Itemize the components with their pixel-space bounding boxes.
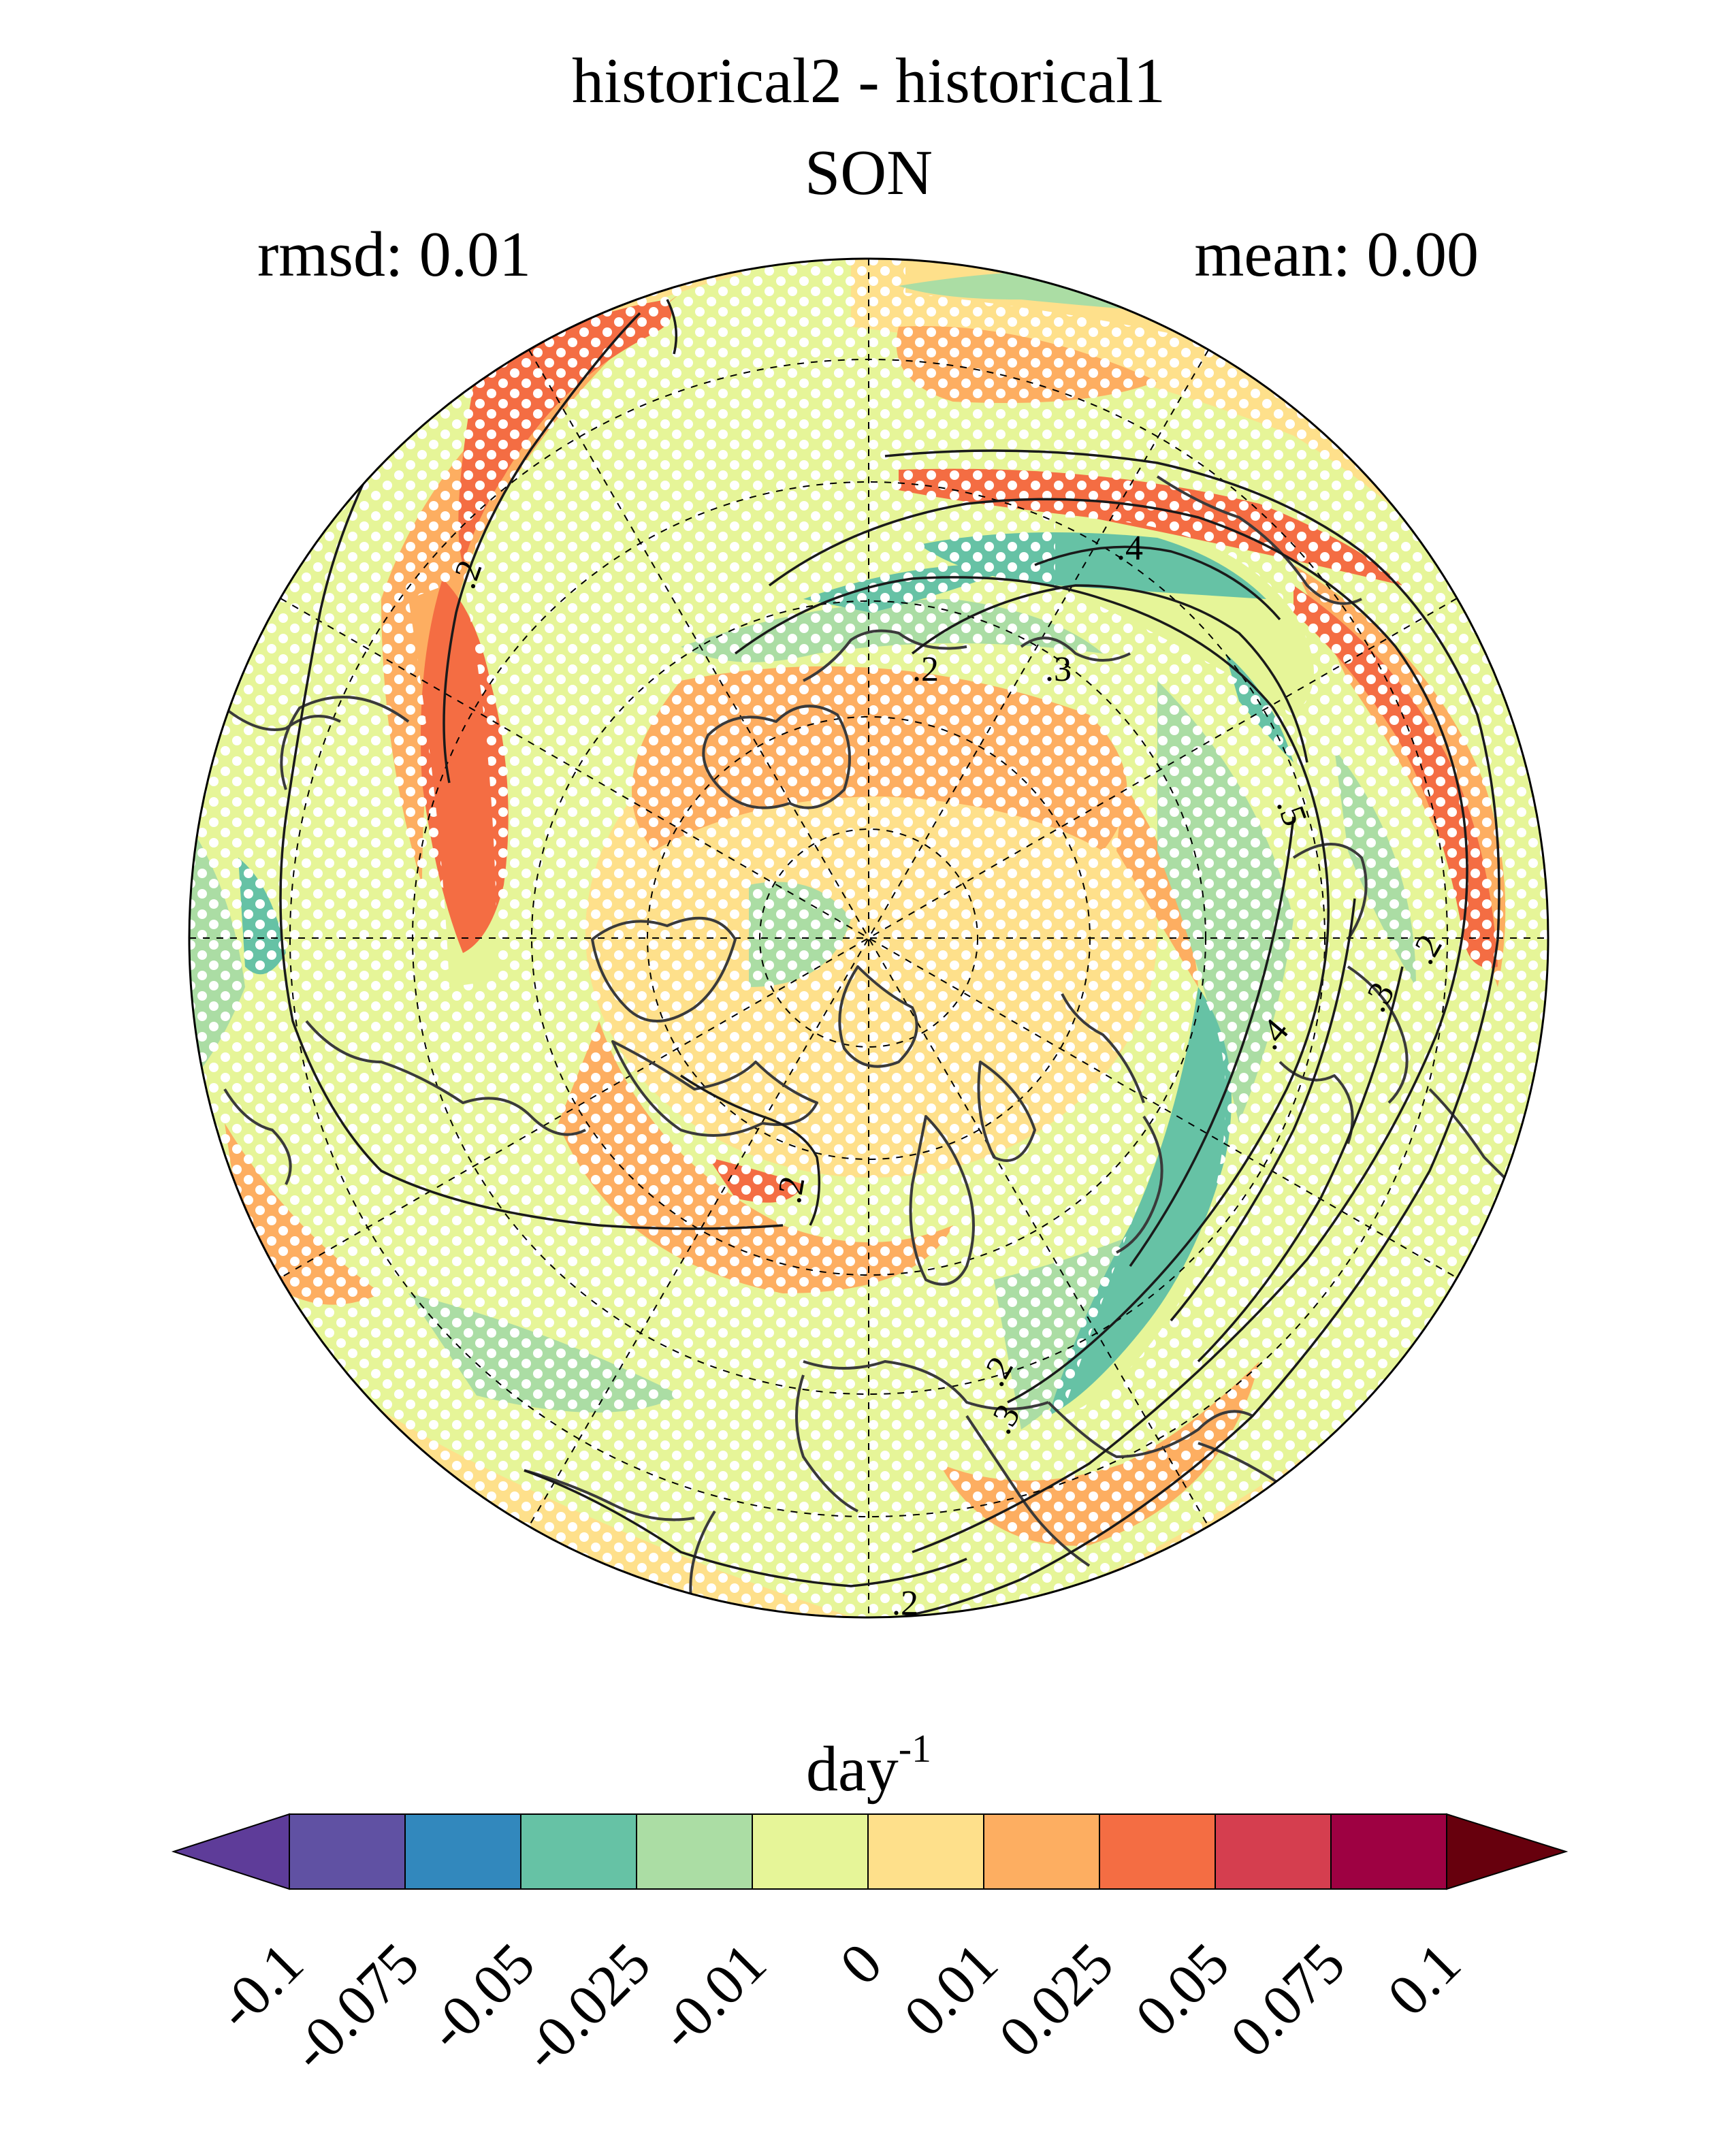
colorbar-unit-exponent: -1: [899, 1726, 931, 1771]
contour-line: [666, 299, 678, 355]
contour-line: [279, 421, 784, 1230]
colorbar-tick-label: 0.075: [1218, 1931, 1357, 2070]
contour-label: .3: [1045, 650, 1072, 689]
contour-line: [443, 312, 641, 784]
colorbar-tick-label: 0.05: [1123, 1931, 1241, 2049]
map-boundary: [188, 257, 1549, 1619]
contour-line: [768, 498, 1468, 1553]
colorbar-tick-label: 0.01: [891, 1931, 1010, 2049]
colorbar-tick-label: 0.1: [1375, 1931, 1473, 2029]
colorbar-tick-label: -0.01: [646, 1931, 779, 2063]
map-title: historical2 - historical1: [572, 46, 1166, 116]
anomaly-field: .2 .2 .2 .2 .3 .4 .5 .4 .3 .2 .2 .3: [189, 259, 1548, 1623]
colorbar-box: [752, 1813, 869, 1890]
colorbar-extend-low: [171, 1813, 290, 1890]
colorbar-box: [983, 1813, 1100, 1890]
map-subtitle: SON: [805, 138, 933, 208]
contour-label: .2: [892, 1584, 918, 1623]
colorbar-box: [636, 1813, 753, 1890]
contour-line: [524, 1469, 967, 1587]
climatology-contours: [279, 299, 1500, 1617]
contour-line: [878, 449, 1500, 1617]
rmsd-label: rmsd: 0.01: [257, 219, 531, 290]
colorbar-tick-labels: -0.1-0.075-0.05-0.025-0.01 00.010.0250.05…: [204, 1931, 1473, 2084]
graticule: [189, 259, 1548, 1617]
contour-label: .2: [912, 650, 939, 689]
contour-line: [911, 584, 1308, 763]
colorbar-box: [289, 1813, 406, 1890]
colorbar: day-1 -0.1-0.075-0.05-0.025-0.01 00.010.0…: [171, 1726, 1569, 2084]
colorbar-box: [520, 1813, 637, 1890]
contour-label: .2: [770, 1174, 813, 1206]
contour-line: [1197, 966, 1404, 1363]
colorbar-box: [1099, 1813, 1216, 1890]
polar-map: .2 .2 .2 .2 .3 .4 .5 .4 .3 .2 .2 .3: [188, 257, 1549, 1623]
colorbar-extend-high: [1446, 1813, 1569, 1890]
colorbar-box: [404, 1813, 521, 1890]
colorbar-boxes: [171, 1813, 1569, 1890]
colorbar-box: [867, 1813, 984, 1890]
colorbar-tick-label: 0.025: [986, 1931, 1126, 2070]
colorbar-tick-label: -0.025: [509, 1931, 662, 2084]
colorbar-box: [1215, 1813, 1332, 1890]
contour-line: [734, 576, 1330, 1404]
colorbar-box: [1330, 1813, 1447, 1890]
colorbar-tick-label: -0.075: [278, 1931, 431, 2084]
colorbar-unit: day-1: [806, 1726, 931, 1805]
contour-line: [680, 1074, 821, 1226]
contour-line: [1129, 816, 1295, 1268]
colorbar-unit-base: day: [806, 1734, 899, 1805]
mean-label: mean: 0.00: [1194, 219, 1479, 290]
contour-label: .4: [1116, 529, 1143, 568]
contour-line: [1034, 545, 1281, 621]
contour-line: [1170, 898, 1356, 1322]
colorbar-tick-label: 0: [827, 1931, 894, 1997]
